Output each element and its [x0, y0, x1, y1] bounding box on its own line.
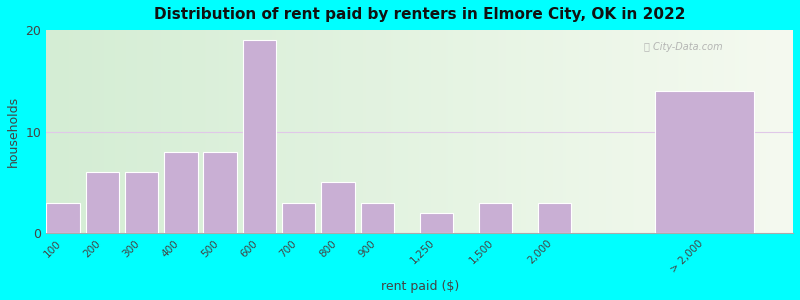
- Bar: [282, 203, 315, 233]
- Bar: [203, 152, 237, 233]
- Text: ⓘ City-Data.com: ⓘ City-Data.com: [644, 42, 722, 52]
- Bar: [478, 203, 512, 233]
- Bar: [322, 182, 354, 233]
- Bar: [538, 203, 571, 233]
- Bar: [164, 152, 198, 233]
- Bar: [46, 203, 80, 233]
- X-axis label: rent paid ($): rent paid ($): [381, 280, 458, 293]
- Bar: [242, 40, 276, 233]
- Title: Distribution of rent paid by renters in Elmore City, OK in 2022: Distribution of rent paid by renters in …: [154, 7, 686, 22]
- Bar: [125, 172, 158, 233]
- Y-axis label: households: households: [7, 96, 20, 167]
- Bar: [361, 203, 394, 233]
- Bar: [86, 172, 119, 233]
- Bar: [420, 213, 453, 233]
- Bar: [655, 91, 754, 233]
